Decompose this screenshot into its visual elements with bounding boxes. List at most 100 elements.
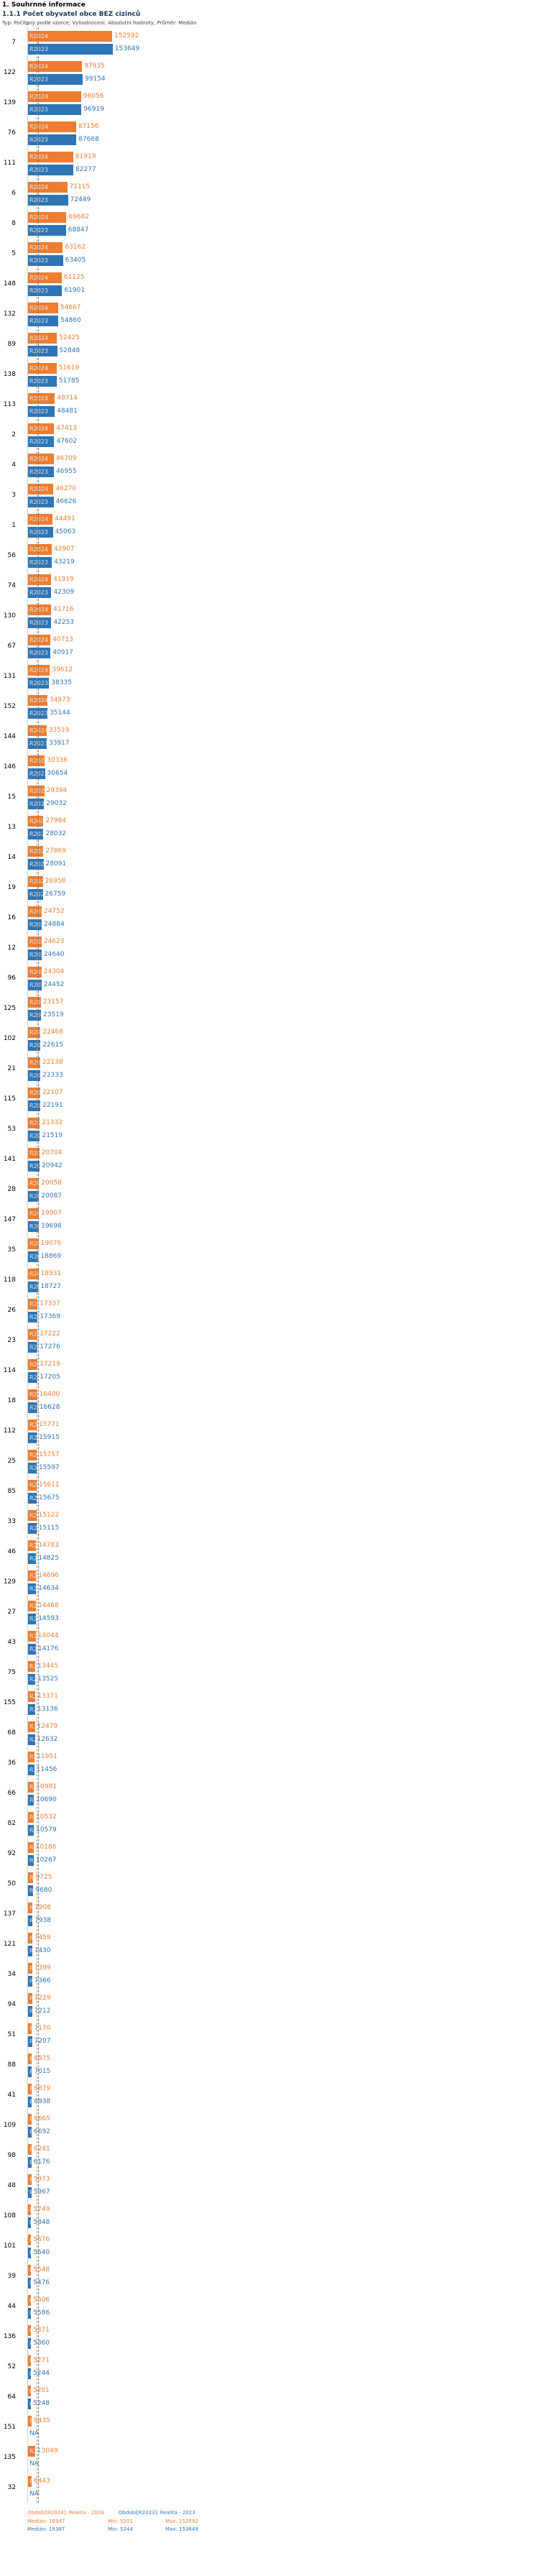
- bar-series-label: R2024: [29, 123, 48, 130]
- bar-line-r2024: R20247170: [28, 2023, 539, 2034]
- chart-row: 21R202422138R202322333: [0, 1054, 539, 1084]
- bar-line-r2024: R20245201: [28, 2385, 539, 2396]
- bar-r2024: R2024: [28, 815, 44, 827]
- bar-value-label: 9680: [35, 1887, 52, 1894]
- chart-row: 113 R2024 48714 R2023 48481: [0, 390, 539, 420]
- bar-series-label: R2023: [29, 1615, 37, 1622]
- category-label: 131: [3, 673, 16, 680]
- bar-series-label: R2023: [29, 1253, 38, 1260]
- bar-value-label: 26759: [45, 891, 66, 898]
- bar-line-r2023: NA: [28, 2489, 539, 2500]
- bar-r2024: R2024: [28, 1811, 34, 1823]
- bar-value-label: 47602: [56, 438, 78, 445]
- bar-line-r2023: R202324884: [28, 919, 539, 930]
- chart-row: 138 R2024 51619 R2023 51785: [0, 359, 539, 390]
- bar-series-label: R2023: [29, 226, 48, 234]
- bar-line-r2023: R2023 46955: [28, 466, 539, 477]
- bar-line-r2024: R2024 46709: [28, 453, 539, 464]
- bar-r2024: R2024: [28, 1177, 40, 1189]
- bar-line-r2023: R2023 42253: [28, 617, 539, 628]
- bar-r2024: R2024: [28, 2415, 32, 2426]
- bar-line-r2024: R20247229: [28, 1992, 539, 2004]
- bar-value-label: 14825: [38, 1555, 59, 1562]
- bar-value-label: 10981: [36, 1783, 57, 1790]
- chart-row: 148 R2024 61125 R2023 61901: [0, 269, 539, 299]
- bar-r2023: R2023: [28, 2066, 32, 2077]
- bar-series-label: R2023: [29, 1645, 36, 1652]
- chart-row: 12R202424623R202324640: [0, 933, 539, 963]
- bar-r2023: R2023: [28, 164, 74, 175]
- chart-row: 26R202417337R202317369: [0, 1295, 539, 1325]
- category-label: 23: [7, 1337, 16, 1344]
- bar-series-label: R2023: [28, 2340, 31, 2347]
- legend-item-r2023: Období[R2023]: Realita - 2023: [119, 2510, 195, 2516]
- chart-row: 67 R2024 40713 R2023 40917: [0, 631, 539, 661]
- bar-series-label: R2024: [29, 1995, 32, 2002]
- bar-line-r2023: R202323519: [28, 1009, 539, 1021]
- bar-series-label: R2023: [29, 1887, 34, 1894]
- bar-value-label: 14176: [37, 1645, 59, 1652]
- stats-row-r2024: Medián: 16947 Min: 5201 Max: 152592: [0, 2518, 302, 2524]
- chart-row: 129R202414696R202314634: [0, 1567, 539, 1597]
- category-label: 53: [7, 1126, 16, 1133]
- bar-line-r2023: R20237430: [28, 1945, 539, 1956]
- bar-r2024: R2024: [28, 1992, 32, 2004]
- bar-series-label: R2024: [29, 2478, 32, 2485]
- category-label: 122: [3, 69, 16, 76]
- bar-series-label: R2024: [29, 1330, 37, 1338]
- bar-series-label: R2024: [29, 1270, 39, 1277]
- bar-line-r2024: R202413445: [28, 1660, 539, 1672]
- bar-series-label: R2023: [29, 196, 48, 203]
- category-label: 102: [3, 1035, 16, 1042]
- chart-row: 68R202412479R202312632: [0, 1718, 539, 1748]
- bar-line-r2024: R202427984: [28, 815, 539, 827]
- bar-line-r2024: R202415771: [28, 1419, 539, 1430]
- chart-row: 147R202419907R202319698: [0, 1205, 539, 1235]
- bar-value-label: 6443: [33, 2478, 50, 2485]
- category-label: 33: [7, 1518, 16, 1525]
- bar-value-label: 7459: [34, 1934, 51, 1941]
- bar-series-label: R2024: [29, 1029, 41, 1036]
- bar-series-label: R2023: [29, 1796, 34, 1803]
- category-label: 88: [7, 2061, 16, 2069]
- bar-value-label: 5676: [33, 2236, 50, 2243]
- bar-line-r2023: R20235360: [28, 2337, 539, 2349]
- bar-value-label: 54860: [60, 317, 81, 324]
- bar-r2023: R2023: [28, 1432, 37, 1443]
- chart-row: 109R20246665R20236692: [0, 2110, 539, 2140]
- chart-row: 88 R20246975 R20237015: [0, 2050, 539, 2080]
- bar-value-label: 17369: [40, 1313, 60, 1320]
- bar-r2023: R2023: [28, 436, 55, 447]
- bar-value-label: 22138: [42, 1059, 63, 1066]
- bar-value-label: 44491: [55, 515, 75, 523]
- bar-line-r2024: R20245548: [28, 2264, 539, 2276]
- bar-series-label: R2024: [29, 425, 48, 432]
- bar-series-label: R2023: [29, 951, 42, 958]
- bar-r2023: R2023: [28, 2247, 32, 2258]
- chart-row: 155R202413371R202313136: [0, 1688, 539, 1718]
- bar-r2023: R2023: [28, 134, 77, 145]
- bar-value-label: 82277: [75, 166, 96, 173]
- bar-line-r2024: R202410981: [28, 1781, 539, 1793]
- bar-value-label: 14783: [38, 1542, 59, 1549]
- bar-line-r2024: R202424304: [28, 966, 539, 978]
- bar-series-label: R2024: [29, 1602, 37, 1609]
- bar-value-label: 5749: [33, 2206, 50, 2213]
- bar-value-label: 10690: [36, 1796, 57, 1803]
- bar-series-label: R2023: [29, 257, 48, 264]
- bar-series-label: R2023: [28, 2159, 32, 2166]
- bar-r2024: R2024: [28, 1630, 36, 1642]
- bar-r2024: R2024: [28, 966, 42, 978]
- bar-r2024: R2024: [28, 392, 55, 404]
- bar-value-label: 46709: [55, 455, 77, 462]
- bar-value-label: 19907: [41, 1210, 62, 1217]
- bar-line-r2023: R202324452: [28, 979, 539, 990]
- bar-series-label: R2023: [29, 1947, 32, 1954]
- bar-line-r2024: R202422138: [28, 1057, 539, 1068]
- bar-value-label: 40713: [52, 636, 73, 643]
- bar-series-label: R2024: [29, 1451, 37, 1458]
- bar-r2024: R2024: [28, 1570, 37, 1581]
- bar-series-label: R2024: [29, 2115, 32, 2122]
- bar-series-label: R2024: [29, 1512, 37, 1519]
- bar-value-label: 5548: [33, 2266, 50, 2273]
